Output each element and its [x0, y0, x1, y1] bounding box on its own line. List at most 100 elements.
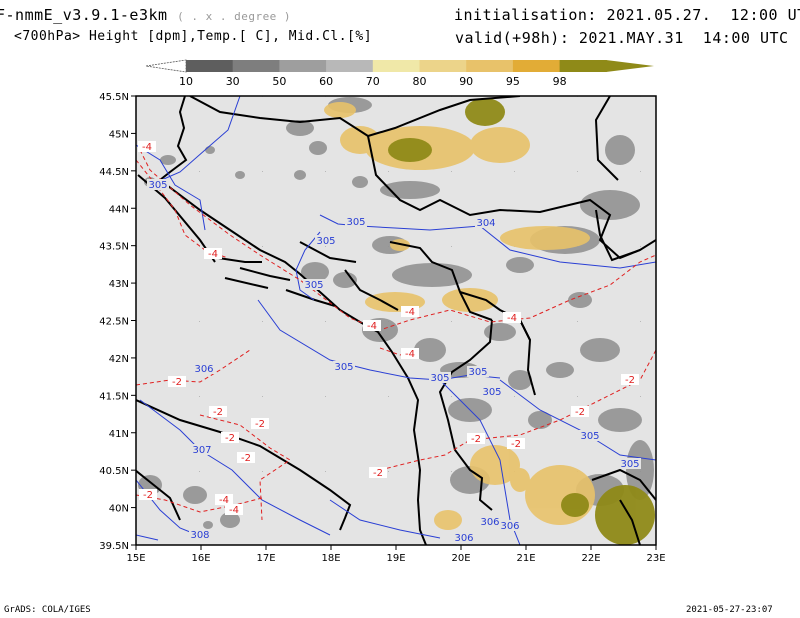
- colorbar-label: 95: [506, 75, 520, 88]
- height-contour-label: 305: [482, 387, 501, 398]
- cloud-patches-olive: [388, 98, 655, 545]
- height-label-bg: [619, 458, 641, 469]
- init-time: initialisation: 2021.05.27. 12:00 UTC: [454, 6, 800, 24]
- footer-left: GrADS: COLA/IGES: [4, 605, 91, 615]
- height-label-bg: [481, 386, 503, 397]
- temperature-contour-label: -2: [172, 377, 182, 388]
- temp-label-bg: [467, 433, 485, 444]
- colorbar-label: 60: [319, 75, 333, 88]
- temperature-contour-label: -2: [471, 434, 481, 445]
- colorbar-low-arrow: [145, 59, 187, 73]
- colorbar-box: [326, 60, 374, 72]
- height-label-bg: [193, 363, 215, 374]
- height-contour-label: 305: [580, 431, 599, 442]
- temp-label-bg: [621, 374, 639, 385]
- lon-tick-label: 17E: [256, 553, 275, 564]
- temperature-contour-label: -2: [511, 439, 521, 450]
- temp-label-bg: [503, 312, 521, 323]
- colorbar-box: [232, 60, 280, 72]
- colorbar-high-arrow: [606, 60, 654, 72]
- temperature-contour-label: -2: [143, 490, 153, 501]
- colorbar-label: 30: [226, 75, 240, 88]
- height-label-bg: [303, 279, 325, 290]
- lat-tick-label: 42.5N: [99, 317, 129, 328]
- lon-tick-label: 22E: [581, 553, 600, 564]
- colorbar-box: [559, 60, 607, 72]
- temp-label-bg: [204, 248, 222, 259]
- footer-right: 2021-05-27-23:07: [686, 605, 773, 615]
- height-label-bg: [191, 444, 213, 455]
- lat-tick-label: 41N: [109, 429, 129, 440]
- height-contour-label: 305: [148, 180, 167, 191]
- temp-label-bg: [571, 406, 589, 417]
- lat-tick-label: 39.5N: [99, 541, 129, 552]
- height-label-bg: [147, 179, 169, 190]
- lat-tick-label: 40.5N: [99, 466, 129, 477]
- temp-label-bg: [209, 406, 227, 417]
- height-contour-label: 305: [304, 280, 323, 291]
- height-label-bg: [475, 217, 497, 228]
- height-contour-label: 306: [480, 517, 499, 528]
- height-contour-label: 305: [346, 217, 365, 228]
- temp-label-bg: [363, 320, 381, 331]
- temp-label-bg: [401, 348, 419, 359]
- valid-time: valid(+98h): 2021.MAY.31 14:00 UTC: [455, 29, 789, 47]
- grid-note: ( . x . degree ): [177, 10, 292, 23]
- temp-label-bg: [138, 141, 156, 152]
- temp-label-bg: [221, 432, 239, 443]
- temp-label-bg: [507, 438, 525, 449]
- temperature-contour-label: -2: [373, 468, 383, 479]
- height-contour-label: 308: [190, 530, 209, 541]
- temp-label-bg: [401, 306, 419, 317]
- height-label-bg: [315, 235, 337, 246]
- height-contour-label: 305: [316, 236, 335, 247]
- temperature-contour-label: -4: [405, 307, 415, 318]
- temp-label-bg: [237, 452, 255, 463]
- temperature-contour-label: -2: [625, 375, 635, 386]
- height-contour-label: 306: [194, 364, 213, 375]
- model-name: F-nmmE_v3.9.1-e3km: [0, 6, 168, 24]
- height-contour-label: 306: [454, 533, 473, 544]
- height-label-bg: [499, 520, 521, 531]
- height-contour-label: 305: [468, 367, 487, 378]
- temperature-contour-label: -4: [219, 495, 229, 506]
- height-label-bg: [345, 216, 367, 227]
- temp-label-bg: [139, 489, 157, 500]
- colorbar-box: [419, 60, 467, 72]
- colorbar-label: 10: [179, 75, 193, 88]
- height-contour-label: 307: [192, 445, 211, 456]
- temperature-contour-labels: -4-4-4-4-4-4-2-2-2-2-2-2-2 -2-2-2-2-4-4: [138, 141, 639, 516]
- lat-tick-label: 43N: [109, 279, 129, 290]
- temperature-contour-label: -4: [142, 142, 152, 153]
- latitude-axis: 45.5N 45N 44.5N 44N 43.5N 43N 42.5N 42N 41.5N 41N…: [99, 92, 136, 552]
- lat-tick-label: 45N: [109, 129, 129, 140]
- cloud-patches-gray: [138, 97, 654, 529]
- temp-label-bg: [168, 376, 186, 387]
- temperature-contour-label: -2: [575, 407, 585, 418]
- lat-tick-label: 43.5N: [99, 242, 129, 253]
- lon-tick-label: 21E: [516, 553, 535, 564]
- colorbar-box: [466, 60, 514, 72]
- lat-tick-label: 44N: [109, 204, 129, 215]
- height-label-bg: [333, 361, 355, 372]
- height-label-bg: [453, 532, 475, 543]
- height-label-bg: [429, 372, 451, 383]
- colorbar-box: [279, 60, 327, 72]
- height-label-bg: [579, 430, 601, 441]
- temp-label-bg: [369, 467, 387, 478]
- colorbar-box: [186, 60, 234, 72]
- temperature-contour-label: -2: [213, 407, 223, 418]
- height-label-bg: [467, 366, 489, 377]
- longitude-axis: 15E 16E 17E 18E 19E 20E 21E 22E 23E: [126, 545, 666, 564]
- colorbar: 10 30 50 60 70 80 90 95 98: [145, 59, 654, 88]
- height-label-bg: [189, 529, 211, 540]
- colorbar-label: 80: [413, 75, 427, 88]
- lat-tick-label: 40N: [109, 504, 129, 515]
- height-contour-label: 305: [334, 362, 353, 373]
- model-title: F-nmmE_v3.9.1-e3km ( . x . degree ): [0, 6, 291, 24]
- colorbar-box: [512, 60, 561, 72]
- height-label-bg: [479, 516, 501, 527]
